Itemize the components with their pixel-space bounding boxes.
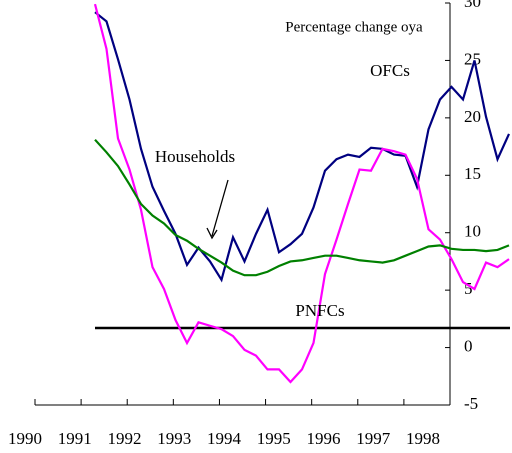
- x-tick-label: 1996: [307, 429, 341, 448]
- x-tick-label: 1991: [58, 429, 92, 448]
- series-label: Households: [155, 147, 235, 166]
- y-tick-label: 0: [464, 336, 473, 355]
- series-label: PNFCs: [295, 301, 344, 320]
- series-line: [94, 11, 511, 283]
- series-label: OFCs: [370, 61, 410, 80]
- y-tick-label: 30: [464, 0, 481, 11]
- chart-subtitle: Percentage change oya: [285, 19, 423, 35]
- y-tick-label: 25: [464, 49, 481, 68]
- x-tick-label: 1997: [356, 429, 391, 448]
- x-tick-label: 1993: [157, 429, 191, 448]
- x-tick-label: 1992: [108, 429, 142, 448]
- arrow: [211, 179, 229, 237]
- y-tick-label: 15: [464, 164, 481, 183]
- y-tick-label: -5: [464, 394, 478, 413]
- series-line: [94, 138, 510, 277]
- arrow-head: [206, 227, 218, 240]
- x-tick-label: 1998: [406, 429, 440, 448]
- y-tick-label: 10: [464, 222, 481, 241]
- x-tick-label: 1994: [207, 429, 242, 448]
- y-tick-label: 5: [464, 279, 473, 298]
- y-tick-label: 20: [464, 107, 481, 126]
- series-line: [93, 3, 510, 384]
- x-tick-label: 1990: [8, 429, 42, 448]
- x-tick-label: 1995: [257, 429, 291, 448]
